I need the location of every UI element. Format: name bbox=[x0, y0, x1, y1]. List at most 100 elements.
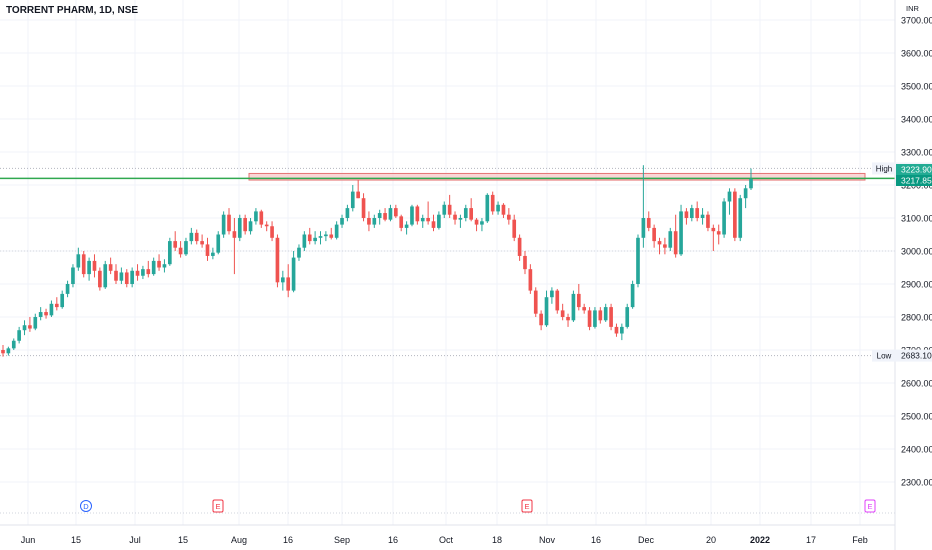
candle-body bbox=[216, 234, 221, 253]
candle-body bbox=[501, 204, 506, 215]
candle-body bbox=[555, 290, 560, 311]
candle-body bbox=[700, 214, 705, 218]
candle-body bbox=[544, 297, 549, 326]
chart-title: TORRENT PHARM, 1D, NSE bbox=[6, 5, 139, 16]
candle-body bbox=[593, 310, 597, 327]
candle-body bbox=[463, 208, 468, 218]
time-tick-label: Nov bbox=[539, 535, 556, 545]
candle-body bbox=[76, 254, 81, 268]
candle-body bbox=[22, 325, 27, 331]
candle-body bbox=[221, 214, 226, 235]
candle-body bbox=[442, 204, 447, 215]
high-label-bg bbox=[872, 162, 896, 175]
candle-body bbox=[200, 241, 204, 245]
candle-body bbox=[151, 260, 156, 275]
candle-body bbox=[663, 244, 667, 248]
price-tick-label: 2900.00 bbox=[901, 280, 932, 290]
candle-body bbox=[673, 231, 678, 255]
low-value-bg bbox=[896, 349, 932, 362]
candle-body bbox=[275, 237, 280, 283]
time-tick-label: 15 bbox=[71, 535, 81, 545]
event-marker-letter: E bbox=[867, 502, 872, 511]
earnings-marker bbox=[212, 499, 224, 513]
candle-body bbox=[657, 241, 662, 245]
candle-body bbox=[598, 310, 603, 321]
candle-body bbox=[614, 326, 619, 334]
candle-body bbox=[103, 264, 108, 288]
candle-body bbox=[280, 277, 285, 283]
candle-body bbox=[512, 219, 517, 238]
candle-body bbox=[237, 218, 242, 238]
candle-body bbox=[211, 252, 215, 256]
candle-body bbox=[749, 179, 753, 189]
candle-body bbox=[625, 307, 630, 327]
time-tick-label: Feb bbox=[852, 535, 868, 545]
candle-body bbox=[130, 270, 134, 284]
candle-body bbox=[636, 237, 640, 284]
candle-body bbox=[420, 218, 425, 222]
candle-body bbox=[286, 277, 291, 291]
candle-body bbox=[11, 340, 16, 349]
grid-lines bbox=[0, 0, 895, 525]
price-tick-label: 2400.00 bbox=[901, 445, 932, 455]
candle-body bbox=[394, 208, 398, 217]
candle-body bbox=[711, 227, 716, 232]
candle-body bbox=[641, 218, 646, 238]
time-tick-label: 16 bbox=[388, 535, 398, 545]
candle-body bbox=[232, 231, 237, 238]
candle-body bbox=[6, 348, 11, 354]
candle-body bbox=[71, 267, 75, 284]
candle-body bbox=[490, 194, 495, 212]
candle-body bbox=[716, 231, 721, 235]
candle-body bbox=[356, 191, 360, 199]
price-tick-label: 3400.00 bbox=[901, 115, 932, 125]
candle-body bbox=[453, 214, 457, 220]
candle-body bbox=[550, 290, 554, 298]
price-tick-label: 2800.00 bbox=[901, 313, 932, 323]
time-tick-label: 2022 bbox=[750, 535, 770, 545]
currency-label: INR bbox=[906, 4, 920, 13]
candle-body bbox=[458, 218, 463, 220]
candle-body bbox=[184, 241, 188, 255]
price-tick-label: 3100.00 bbox=[901, 214, 932, 224]
candle-body bbox=[313, 237, 317, 242]
candle-body bbox=[173, 241, 178, 248]
candle-body bbox=[426, 218, 430, 222]
candle-body bbox=[65, 284, 70, 294]
candle-body bbox=[189, 232, 194, 242]
candle-body bbox=[33, 317, 38, 329]
candle-body bbox=[566, 317, 570, 321]
price-tick-label: 3700.00 bbox=[901, 16, 932, 26]
candle-body bbox=[507, 214, 511, 220]
event-marker-letter: D bbox=[83, 502, 89, 511]
candle-body bbox=[318, 236, 323, 238]
candle-body bbox=[291, 257, 296, 291]
candle-body bbox=[345, 208, 350, 218]
time-tick-label: 17 bbox=[806, 535, 816, 545]
price-tag-value: 3217.85 bbox=[901, 176, 932, 186]
candle-body bbox=[695, 208, 700, 218]
candle-body bbox=[162, 264, 167, 268]
candle-body bbox=[738, 198, 743, 238]
candle-body bbox=[361, 198, 366, 218]
price-tick-label: 2600.00 bbox=[901, 379, 932, 389]
candle-body bbox=[54, 303, 59, 308]
candle-body bbox=[167, 241, 172, 265]
candle-body bbox=[587, 310, 592, 327]
candle-body bbox=[248, 221, 253, 232]
low-value: 2683.10 bbox=[901, 351, 932, 361]
time-axis[interactable]: Jun 15 Jul 15 Aug 16 Sep 16 Oct 18 Nov 16 Dec 20 2022 1… bbox=[21, 535, 868, 545]
candle-body bbox=[447, 204, 452, 215]
price-tick-label: 3600.00 bbox=[901, 49, 932, 59]
candle-body bbox=[377, 213, 382, 218]
candle-body bbox=[92, 260, 97, 271]
candle-body bbox=[227, 214, 231, 232]
candle-body bbox=[679, 211, 683, 255]
price-tag-value: 3223.90 bbox=[901, 165, 932, 175]
candle-body bbox=[684, 211, 689, 218]
candle-body bbox=[372, 218, 377, 225]
candle-body bbox=[388, 208, 393, 220]
price-tag-bg bbox=[896, 175, 932, 186]
candle-body bbox=[609, 307, 613, 327]
